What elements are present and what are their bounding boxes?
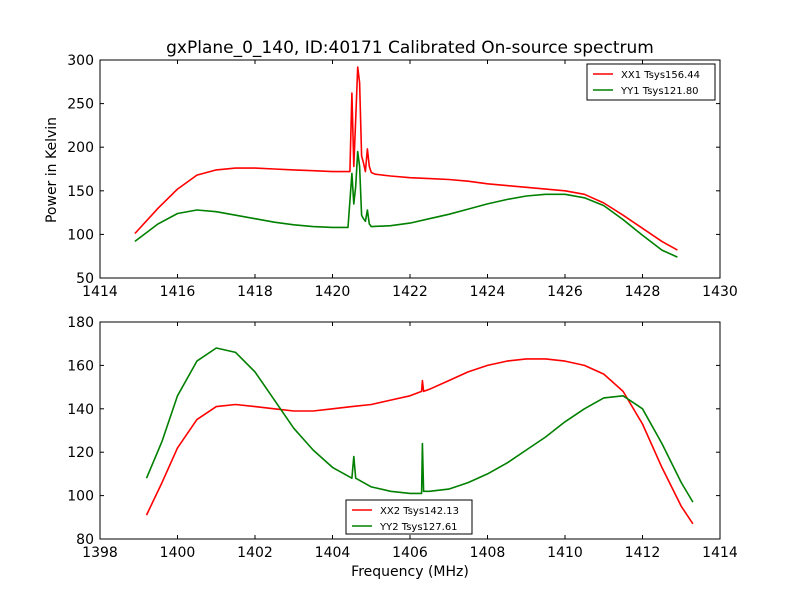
y-tick-label: 50 (76, 271, 94, 287)
bottom-spectrum-panel: Frequency (MHz) 1398 1400 1402 1404 1406 1408… (67, 315, 738, 580)
y-tick-label: 150 (67, 184, 94, 200)
x-tick-label: 1402 (237, 545, 273, 561)
x-tick-label: 1424 (470, 284, 506, 300)
x-tick-label: 1406 (392, 545, 428, 561)
legend-entry-label: YY1 Tsys121.80 (620, 86, 699, 97)
legend: XX2 Tsys142.13 YY2 Tsys127.61 (345, 499, 473, 535)
x-tick-label: 1414 (702, 545, 738, 561)
legend-entry-label: YY2 Tsys127.61 (379, 522, 458, 533)
y-tick-label: 80 (76, 532, 94, 548)
legend-box (586, 63, 716, 101)
x-tick-label: 1420 (315, 284, 351, 300)
y-tick-label: 100 (67, 489, 94, 505)
y-tick-label: 300 (67, 53, 94, 69)
legend: XX1 Tsys156.44 YY1 Tsys121.80 (586, 63, 716, 101)
x-tick-label: 1426 (547, 284, 583, 300)
x-tick-label: 1416 (160, 284, 196, 300)
x-tick-label: 1414 (82, 284, 118, 300)
top-spectrum-panel: gxPlane_0_140, ID:40171 Calibrated On-so… (44, 38, 738, 300)
y-axis-label: Power in Kelvin (44, 117, 60, 223)
series-line-xx1 (134, 66, 678, 251)
x-tick-label: 1428 (625, 284, 661, 300)
y-tick-label: 250 (67, 97, 94, 113)
x-tick-label: 1418 (237, 284, 273, 300)
chart-title: gxPlane_0_140, ID:40171 Calibrated On-so… (166, 38, 654, 58)
series-line-yy2 (145, 347, 694, 503)
y-tick-label: 100 (67, 227, 94, 243)
y-tick-label: 120 (67, 445, 94, 461)
x-tick-label: 1408 (470, 545, 506, 561)
x-axis-label: Frequency (MHz) (351, 564, 469, 580)
y-tick-label: 140 (67, 402, 94, 418)
x-tick-label: 1410 (547, 545, 583, 561)
x-tick-label: 1412 (625, 545, 661, 561)
y-tick-label: 160 (67, 358, 94, 374)
series-line-yy1 (134, 150, 678, 258)
top-plot-area: 1414 1416 1418 1420 1422 1424 1426 1428 1430 50 10… (67, 53, 738, 300)
bottom-plot-area: 1398 1400 1402 1404 1406 1408 1410 1412 1414 80 10… (67, 315, 738, 561)
legend-box (345, 499, 473, 535)
y-tick-label: 180 (67, 315, 94, 331)
y-tick-label: 200 (67, 140, 94, 156)
legend-entry-label: XX1 Tsys156.44 (621, 70, 700, 81)
x-tick-label: 1398 (82, 545, 118, 561)
x-tick-label: 1400 (160, 545, 196, 561)
x-tick-label: 1422 (392, 284, 428, 300)
legend-entry-label: XX2 Tsys142.13 (380, 506, 459, 517)
x-tick-label: 1404 (315, 545, 351, 561)
x-tick-label: 1430 (702, 284, 738, 300)
series-line-xx2 (145, 358, 694, 525)
